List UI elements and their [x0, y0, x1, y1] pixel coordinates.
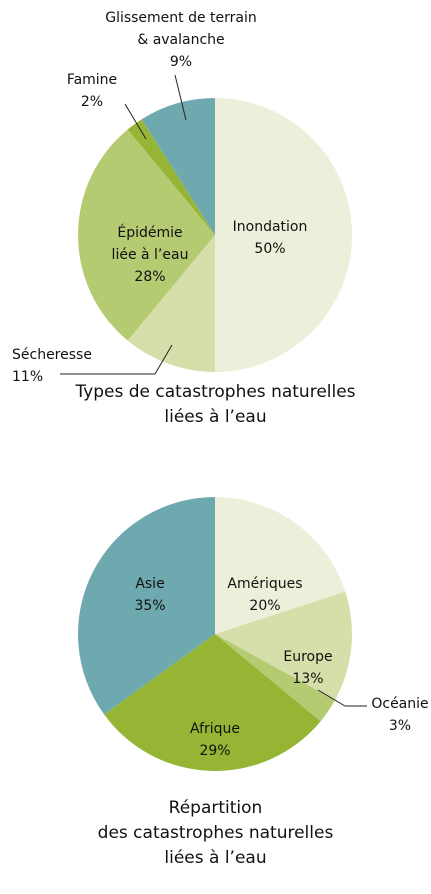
slice-label: Océanie 3% — [371, 693, 428, 737]
slice-label: Sécheresse 11% — [12, 344, 92, 388]
category-label: Afrique — [189, 721, 241, 737]
chart-title: Répartition des catastrophes naturelles … — [97, 798, 334, 868]
value-label: 20% — [249, 598, 281, 614]
slice-label: Europe 13% — [283, 646, 332, 690]
slice-label: Inondation 50% — [233, 216, 308, 260]
pie-slice — [215, 98, 352, 372]
value-label: 9% — [169, 54, 193, 70]
category-label: Inondation — [232, 219, 308, 235]
pie-slice — [215, 497, 346, 634]
pie-slice — [141, 98, 215, 235]
category-label: Famine — [66, 72, 118, 88]
pie-slice — [127, 119, 215, 235]
value-label: 29% — [199, 743, 231, 759]
category-label: Océanie — [371, 696, 429, 712]
value-label: 13% — [292, 671, 324, 687]
value-label: 35% — [134, 598, 166, 614]
value-label: 28% — [134, 269, 166, 285]
value-label: 2% — [80, 94, 104, 110]
leader-line — [317, 689, 367, 707]
value-label: 3% — [388, 718, 412, 734]
slice-label: Amériques 20% — [227, 573, 302, 617]
pie-slice — [78, 497, 216, 715]
pie-slice — [78, 129, 215, 341]
category-label: Europe — [283, 649, 333, 665]
value-label: 50% — [254, 241, 286, 257]
chart-title: Types de catastrophes naturelles liées à… — [75, 382, 356, 427]
category-label: Asie — [135, 576, 165, 592]
category-label: Sécheresse — [12, 347, 92, 363]
slice-label: Afrique 29% — [190, 718, 240, 762]
slice-label: Épidémie liée à l’eau 28% — [112, 222, 189, 288]
slice-label: Asie 35% — [134, 573, 165, 617]
value-label: 11% — [12, 369, 44, 385]
pie-slice — [215, 591, 352, 701]
leader-line — [124, 103, 147, 140]
leader-line — [174, 74, 187, 121]
category-label: Amériques — [227, 576, 303, 592]
category-label: Glissement de terrain & avalanche — [105, 10, 257, 48]
pie-slice — [127, 235, 215, 372]
pie-slice — [215, 634, 336, 722]
slice-label: Famine 2% — [67, 69, 117, 113]
category-label: Épidémie liée à l’eau — [111, 225, 189, 263]
leader-line — [60, 344, 173, 375]
slice-label: Glissement de terrain & avalanche 9% — [105, 7, 257, 73]
pie-slice — [104, 634, 321, 772]
